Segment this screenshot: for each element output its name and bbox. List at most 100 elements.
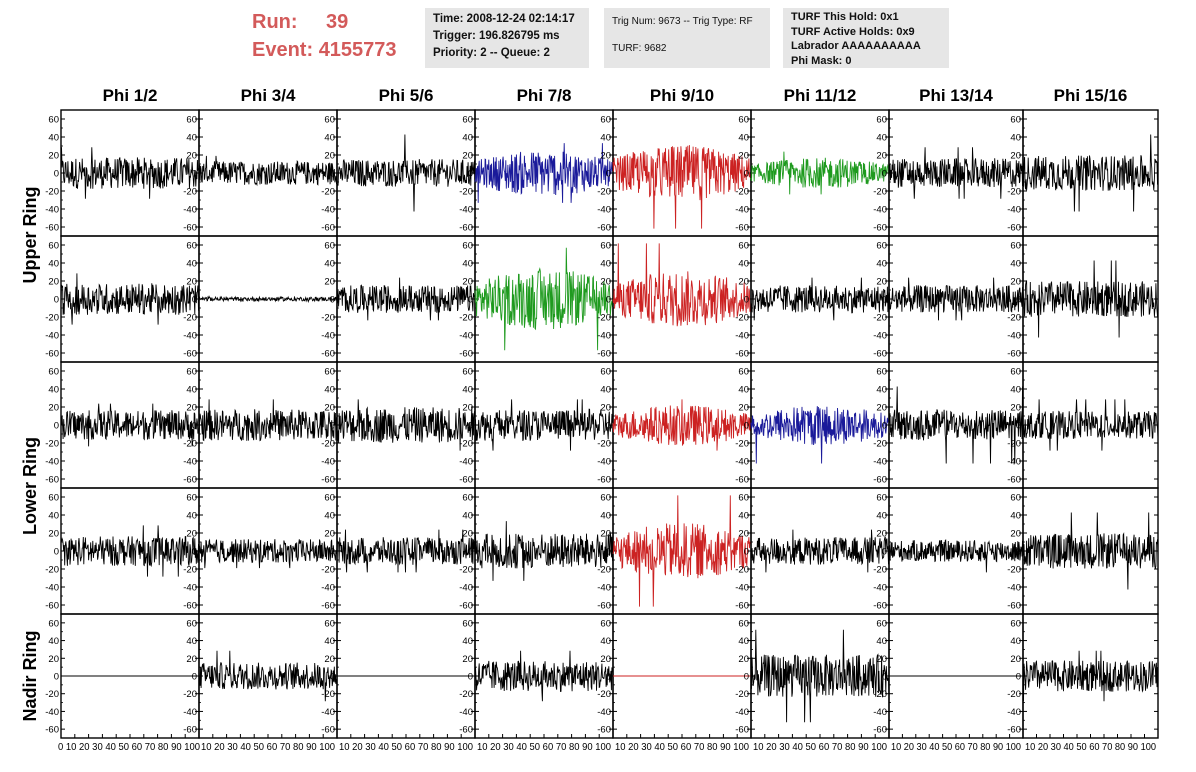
y-tick-label: 0 bbox=[744, 672, 749, 683]
y-tick-label: 40 bbox=[600, 511, 611, 522]
y-tick-label: 60 bbox=[600, 618, 611, 629]
y-tick-label: 40 bbox=[876, 259, 887, 270]
y-tick-label: -60 bbox=[1007, 475, 1021, 486]
y-tick-label: 20 bbox=[600, 529, 611, 540]
y-tick-label: -40 bbox=[45, 707, 59, 718]
waveform-trace bbox=[750, 406, 890, 464]
y-tick-label: 0 bbox=[606, 672, 611, 683]
y-tick-label: 40 bbox=[462, 259, 473, 270]
waveform-trace bbox=[888, 277, 1024, 321]
y-tick-label: 60 bbox=[738, 241, 749, 252]
panel-frame bbox=[474, 361, 614, 489]
y-tick-label: 60 bbox=[600, 493, 611, 504]
y-tick-label: 0 bbox=[468, 295, 473, 306]
panel-r5-c1: -60 -40 -20 0 20 40 60 0 10 20 30 40 50 60 70 8… bbox=[45, 613, 200, 753]
y-tick-label: 60 bbox=[186, 618, 197, 629]
y-tick-label: -20 bbox=[1007, 439, 1021, 450]
y-tick-label: -60 bbox=[321, 601, 335, 612]
y-tick-label: -20 bbox=[597, 313, 611, 324]
waveform-trace bbox=[198, 155, 338, 187]
y-tick-label: 40 bbox=[324, 511, 335, 522]
y-tick-label: 0 bbox=[744, 421, 749, 432]
panel-r5-c4: -60 -40 -20 0 20 40 60 10 20 30 40 50 60 70 80 … bbox=[459, 613, 614, 753]
y-tick-label: -20 bbox=[45, 439, 59, 450]
panel-r3-c6: -60 -40 -20 0 20 40 60 bbox=[735, 361, 890, 489]
y-tick-label: 60 bbox=[324, 241, 335, 252]
waveform-trace bbox=[474, 521, 614, 581]
event-label: Event: bbox=[252, 39, 314, 61]
y-tick-label: -60 bbox=[597, 223, 611, 234]
y-tick-label: 20 bbox=[462, 277, 473, 288]
y-tick-label: 40 bbox=[324, 385, 335, 396]
y-tick-label: 60 bbox=[600, 115, 611, 126]
y-tick-label: -60 bbox=[45, 349, 59, 360]
y-tick-label: 40 bbox=[186, 511, 197, 522]
y-tick-label: -40 bbox=[1007, 583, 1021, 594]
y-tick-label: 0 bbox=[192, 547, 197, 558]
trigger-text: Trigger: 196.826795 ms bbox=[433, 30, 560, 42]
y-tick-label: -60 bbox=[459, 349, 473, 360]
y-tick-label: -60 bbox=[735, 601, 749, 612]
y-tick-label: 20 bbox=[48, 654, 59, 665]
waveform-trace bbox=[1022, 512, 1159, 590]
y-tick-label: 20 bbox=[738, 654, 749, 665]
x-tick-labels: 10 20 30 40 50 60 70 80 90 100 bbox=[201, 741, 335, 753]
panel-r4-c4: -60 -40 -20 0 20 40 60 bbox=[459, 487, 614, 615]
y-tick-label: 0 bbox=[744, 547, 749, 558]
run-line: Run: 39 bbox=[252, 8, 417, 36]
x-tick-labels: 10 20 30 40 50 60 70 80 90 100 bbox=[339, 741, 473, 753]
panel-r3-c2: -60 -40 -20 0 20 40 60 bbox=[183, 361, 338, 489]
y-tick-label: 0 bbox=[192, 169, 197, 180]
x-tick-labels: 0 10 20 30 40 50 60 70 80 90 100 bbox=[58, 741, 200, 753]
y-tick-label: 40 bbox=[1010, 636, 1021, 647]
y-tick-label: -60 bbox=[183, 601, 197, 612]
y-tick-label: -40 bbox=[183, 205, 197, 216]
y-tick-label: 0 bbox=[54, 295, 59, 306]
y-tick-label: 0 bbox=[54, 421, 59, 432]
y-tick-label: -20 bbox=[1007, 187, 1021, 198]
waveform-trace bbox=[1022, 134, 1159, 212]
y-tick-label: 20 bbox=[876, 529, 887, 540]
y-tick-label: 40 bbox=[462, 133, 473, 144]
panel-r5-c7: -60 -40 -20 0 20 40 60 10 20 30 40 50 60 70 80 … bbox=[873, 613, 1024, 753]
waveform-trace bbox=[60, 525, 200, 577]
panel-r3-c7: -60 -40 -20 0 20 40 60 bbox=[873, 361, 1024, 489]
y-tick-label: -20 bbox=[873, 439, 887, 450]
y-tick-label: 40 bbox=[48, 133, 59, 144]
y-tick-label: -20 bbox=[45, 313, 59, 324]
y-tick-label: 40 bbox=[186, 385, 197, 396]
y-tick-label: -40 bbox=[597, 707, 611, 718]
y-tick-label: -60 bbox=[321, 349, 335, 360]
y-tick-label: 20 bbox=[186, 654, 197, 665]
y-tick-label: -60 bbox=[735, 475, 749, 486]
waveform-trace bbox=[612, 399, 752, 451]
y-tick-label: 40 bbox=[876, 385, 887, 396]
y-tick-label: 20 bbox=[738, 277, 749, 288]
y-tick-label: 60 bbox=[462, 367, 473, 378]
y-tick-label: -40 bbox=[321, 707, 335, 718]
waveform-trace bbox=[198, 538, 338, 569]
panel-r1-c7: -60 -40 -20 0 20 40 60 bbox=[873, 109, 1024, 237]
y-tick-label: -20 bbox=[45, 565, 59, 576]
y-tick-label: 60 bbox=[876, 367, 887, 378]
y-tick-label: 60 bbox=[600, 241, 611, 252]
y-tick-label: 0 bbox=[192, 672, 197, 683]
y-tick-label: 20 bbox=[186, 529, 197, 540]
y-tick-label: -40 bbox=[183, 457, 197, 468]
event-line: Event: 4155773 bbox=[252, 36, 417, 64]
y-tick-label: -60 bbox=[321, 475, 335, 486]
y-tick-label: 0 bbox=[330, 421, 335, 432]
y-tick-label: 20 bbox=[324, 529, 335, 540]
y-tick-label: 0 bbox=[330, 169, 335, 180]
y-tick-label: 60 bbox=[48, 115, 59, 126]
y-tick-label: 20 bbox=[186, 151, 197, 162]
y-tick-label: 20 bbox=[600, 277, 611, 288]
y-tick-label: -60 bbox=[459, 601, 473, 612]
y-tick-label: 20 bbox=[48, 529, 59, 540]
y-tick-label: 0 bbox=[1016, 169, 1021, 180]
x-tick-labels: 10 20 30 40 50 60 70 80 90 100 bbox=[615, 741, 749, 753]
y-tick-label: 40 bbox=[738, 636, 749, 647]
y-tick-label: -60 bbox=[183, 223, 197, 234]
y-tick-label: -60 bbox=[873, 349, 887, 360]
y-tick-label: -20 bbox=[873, 313, 887, 324]
